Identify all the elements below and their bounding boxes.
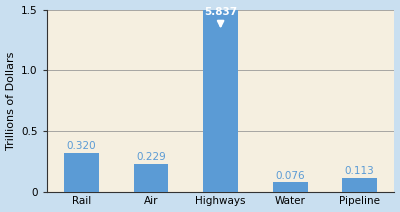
Bar <box>273 182 308 192</box>
Bar <box>342 178 377 192</box>
Bar <box>134 164 168 192</box>
Text: 0.113: 0.113 <box>345 166 374 176</box>
Bar <box>64 153 99 192</box>
Text: 0.320: 0.320 <box>67 141 96 151</box>
Y-axis label: Trillions of Dollars: Trillions of Dollars <box>6 51 16 150</box>
Bar <box>203 10 238 192</box>
Text: 5.837: 5.837 <box>204 7 237 26</box>
Text: 0.229: 0.229 <box>136 152 166 162</box>
Text: 0.076: 0.076 <box>275 171 305 181</box>
